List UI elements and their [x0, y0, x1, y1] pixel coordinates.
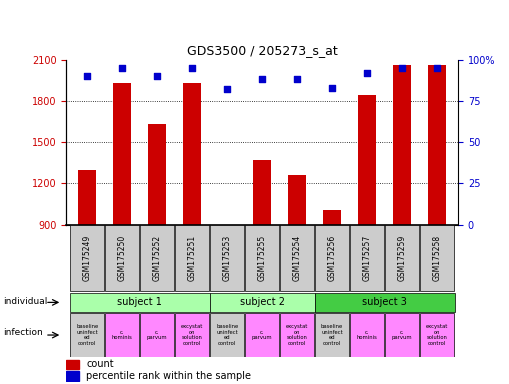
- Text: c.
parvum: c. parvum: [252, 330, 272, 340]
- Text: GSM175252: GSM175252: [153, 235, 162, 281]
- Text: subject 2: subject 2: [240, 297, 285, 308]
- Text: count: count: [86, 359, 114, 369]
- Bar: [385, 313, 419, 357]
- Bar: [66, 371, 79, 381]
- Bar: [393, 65, 411, 225]
- Point: [118, 65, 126, 71]
- Point: [328, 84, 336, 91]
- Bar: [280, 225, 314, 291]
- Bar: [350, 313, 384, 357]
- Text: individual: individual: [3, 297, 47, 306]
- Text: GSM175256: GSM175256: [328, 235, 336, 281]
- Bar: [358, 95, 376, 225]
- Bar: [315, 225, 349, 291]
- Text: c.
hominis: c. hominis: [111, 330, 133, 340]
- Point: [83, 73, 91, 79]
- Text: GSM175250: GSM175250: [118, 235, 127, 281]
- Bar: [114, 83, 131, 225]
- Bar: [245, 225, 279, 291]
- Bar: [175, 313, 209, 357]
- Text: GSM175257: GSM175257: [362, 235, 372, 281]
- Point: [293, 76, 301, 83]
- Point: [258, 76, 266, 83]
- Bar: [70, 293, 210, 312]
- Bar: [323, 210, 341, 225]
- Bar: [210, 313, 244, 357]
- Bar: [315, 293, 455, 312]
- Point: [223, 86, 231, 92]
- Text: baseline
uninfect
ed
control: baseline uninfect ed control: [76, 324, 98, 346]
- Bar: [385, 225, 419, 291]
- Bar: [78, 170, 96, 225]
- Bar: [140, 313, 174, 357]
- Bar: [315, 313, 349, 357]
- Bar: [70, 313, 104, 357]
- Text: infection: infection: [3, 328, 42, 337]
- Point: [398, 65, 406, 71]
- Bar: [70, 225, 104, 291]
- Text: GSM175254: GSM175254: [293, 235, 302, 281]
- Text: c.
parvum: c. parvum: [147, 330, 167, 340]
- Bar: [210, 225, 244, 291]
- Text: c.
hominis: c. hominis: [357, 330, 378, 340]
- Text: GSM175253: GSM175253: [222, 235, 232, 281]
- Bar: [420, 225, 454, 291]
- Text: subject 3: subject 3: [362, 297, 407, 308]
- Bar: [350, 225, 384, 291]
- Text: excystat
on
solution
control: excystat on solution control: [181, 324, 203, 346]
- Bar: [140, 225, 174, 291]
- Text: GSM175255: GSM175255: [258, 235, 267, 281]
- Text: GSM175258: GSM175258: [433, 235, 442, 281]
- Bar: [66, 359, 79, 369]
- Bar: [105, 225, 139, 291]
- Point: [153, 73, 161, 79]
- Title: GDS3500 / 205273_s_at: GDS3500 / 205273_s_at: [187, 44, 337, 57]
- Bar: [105, 313, 139, 357]
- Bar: [175, 225, 209, 291]
- Bar: [429, 65, 446, 225]
- Text: GSM175259: GSM175259: [398, 235, 407, 281]
- Text: excystat
on
solution
control: excystat on solution control: [426, 324, 448, 346]
- Text: GSM175251: GSM175251: [188, 235, 196, 281]
- Bar: [183, 83, 201, 225]
- Text: excystat
on
solution
control: excystat on solution control: [286, 324, 308, 346]
- Text: percentile rank within the sample: percentile rank within the sample: [86, 371, 251, 381]
- Text: c.
parvum: c. parvum: [392, 330, 412, 340]
- Bar: [245, 313, 279, 357]
- Bar: [253, 160, 271, 225]
- Text: GSM175249: GSM175249: [82, 235, 92, 281]
- Bar: [218, 225, 236, 229]
- Bar: [280, 313, 314, 357]
- Point: [433, 65, 441, 71]
- Text: baseline
uninfect
ed
control: baseline uninfect ed control: [321, 324, 343, 346]
- Bar: [289, 175, 306, 225]
- Bar: [420, 313, 454, 357]
- Bar: [149, 124, 166, 225]
- Text: subject 1: subject 1: [117, 297, 162, 308]
- Text: baseline
uninfect
ed
control: baseline uninfect ed control: [216, 324, 238, 346]
- Bar: [210, 293, 315, 312]
- Point: [363, 70, 371, 76]
- Point: [188, 65, 196, 71]
